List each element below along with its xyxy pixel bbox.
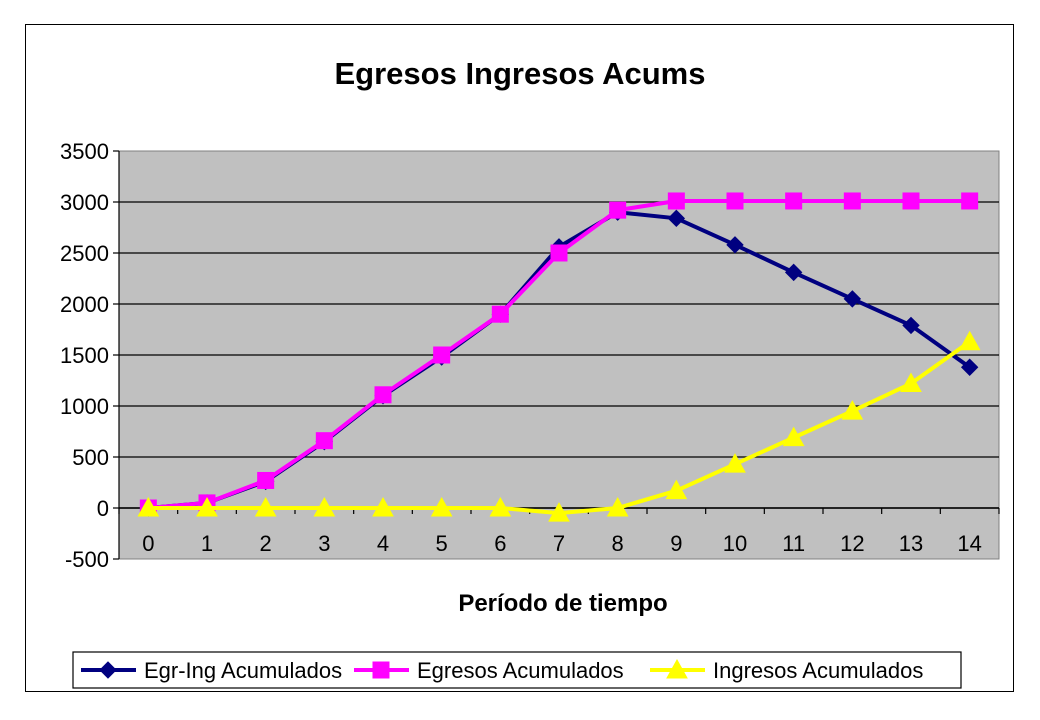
series-2-point	[667, 192, 685, 210]
series-2-point	[491, 305, 509, 323]
series-2-point	[257, 471, 275, 489]
y-tick-label: 0	[97, 496, 109, 521]
chart-title: Egresos Ingresos Acums	[335, 56, 706, 91]
series-1-point	[784, 263, 803, 282]
x-tick-label: 9	[670, 531, 682, 556]
x-tick-label: 8	[612, 531, 624, 556]
y-tick-label: 3500	[60, 139, 109, 164]
series-1-point	[843, 290, 862, 308]
series-3-point	[548, 502, 570, 522]
series-3-point	[841, 400, 864, 420]
series-3-point	[430, 496, 453, 517]
series-3-point	[782, 426, 805, 447]
legend-label-2: Egresos Acumulados	[417, 658, 624, 683]
x-tick-label: 4	[377, 531, 389, 556]
series-3-point	[606, 496, 629, 517]
x-axis-label: Período de tiempo	[458, 590, 667, 617]
series-2-point	[315, 432, 333, 450]
y-tick-label: 2000	[60, 292, 109, 317]
series-2-point	[902, 192, 920, 210]
series-1-point	[902, 316, 920, 335]
legend-marker-3	[666, 658, 688, 679]
series-3-point	[958, 330, 981, 351]
series-3-point	[137, 496, 160, 517]
series-2-point	[843, 192, 861, 210]
chart-frame: Egresos Ingresos Acums -500 0 500 1000 1500 2…	[25, 24, 1014, 692]
x-tick-label: 12	[840, 531, 864, 556]
x-tick-label: 1	[201, 531, 213, 556]
series-1-point	[960, 358, 979, 376]
series-3-point	[489, 496, 512, 517]
series-1-point	[726, 236, 744, 254]
x-tick-label: 0	[142, 531, 154, 556]
series-3-point	[372, 496, 394, 517]
x-tick-label: 7	[553, 531, 565, 556]
series-2-point	[374, 386, 392, 404]
x-tick-label: 14	[957, 531, 981, 556]
y-tick-label: -500	[65, 547, 109, 572]
x-tick-label: 5	[436, 531, 448, 556]
chart-svg: Egresos Ingresos Acums -500 0 500 1000 1500 2…	[60, 56, 1000, 689]
legend-marker-2	[372, 661, 390, 679]
x-tick-label: 2	[260, 531, 272, 556]
series-2-point	[726, 192, 744, 210]
series-2-point	[433, 346, 451, 364]
y-tick-label: 1000	[60, 394, 109, 419]
legend-label-3: Ingresos Acumulados	[713, 658, 923, 683]
x-tick-label: 6	[494, 531, 506, 556]
y-tick-label: 1500	[60, 343, 109, 368]
y-tick-label: 2500	[60, 241, 109, 266]
legend-marker-1	[99, 661, 117, 679]
y-tick-label: 3000	[60, 190, 109, 215]
series-1-point	[667, 209, 686, 228]
x-tick-label: 13	[899, 531, 923, 556]
series-3-point	[254, 496, 277, 517]
x-tick-label: 11	[782, 531, 805, 556]
y-tick-label: 500	[72, 445, 109, 470]
x-tick-label: 3	[318, 531, 330, 556]
series-2-point	[550, 244, 568, 262]
series-2-point	[961, 192, 979, 210]
series-2-point	[785, 192, 803, 210]
series-3-point	[900, 372, 922, 393]
series-3-point	[665, 479, 688, 500]
legend: Egr-Ing Acumulados Egresos Acumulados Ingr…	[72, 651, 962, 689]
legend-label-1: Egr-Ing Acumulados	[144, 658, 342, 683]
series-3-point	[313, 496, 336, 517]
x-tick-label: 10	[723, 531, 747, 556]
legend-box	[72, 651, 962, 689]
series-3-point	[724, 453, 746, 473]
series-3-point	[196, 496, 218, 517]
series-2-point	[609, 201, 627, 219]
